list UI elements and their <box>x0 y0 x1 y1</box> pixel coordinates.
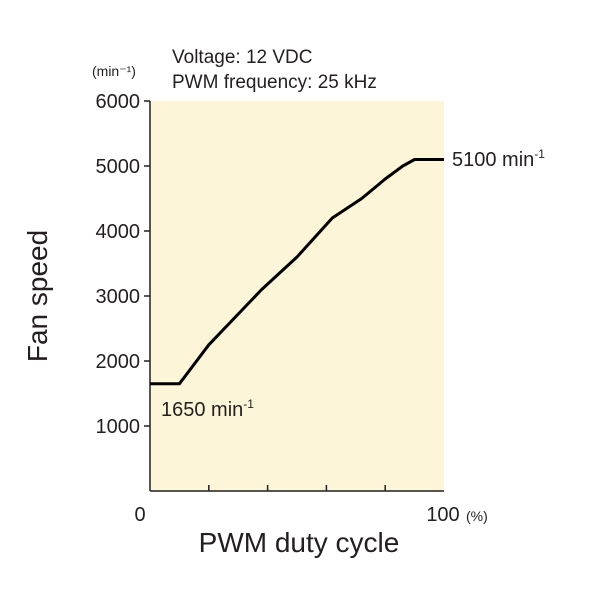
x-unit-label: (%) <box>466 508 488 524</box>
plot-background <box>150 101 444 491</box>
y-ticks: 1000 2000 3000 4000 5000 6000 <box>96 91 150 438</box>
max-speed-annotation: 5100 min-1 <box>452 147 545 171</box>
min-speed-annotation: 1650 min-1 <box>161 397 254 421</box>
x-ticks <box>208 485 386 491</box>
x-tick-label-0: 0 <box>134 504 145 526</box>
y-tick-label: 6000 <box>96 91 141 113</box>
y-unit-label: (min⁻¹) <box>92 63 136 79</box>
x-tick-label-100: 100 <box>426 504 459 526</box>
x-axis-title: PWM duty cycle <box>199 527 400 558</box>
pwm-frequency-note: PWM frequency: 25 kHz <box>172 72 377 93</box>
y-tick-label: 2000 <box>96 351 141 373</box>
y-tick-label: 3000 <box>96 286 141 308</box>
y-axis-title: Fan speed <box>22 230 53 362</box>
y-tick-label: 1000 <box>96 416 141 438</box>
y-tick-label: 4000 <box>96 221 141 243</box>
y-tick-label: 5000 <box>96 156 141 178</box>
fan-speed-curve <box>150 158 444 386</box>
voltage-note: Voltage: 12 VDC <box>172 47 312 68</box>
